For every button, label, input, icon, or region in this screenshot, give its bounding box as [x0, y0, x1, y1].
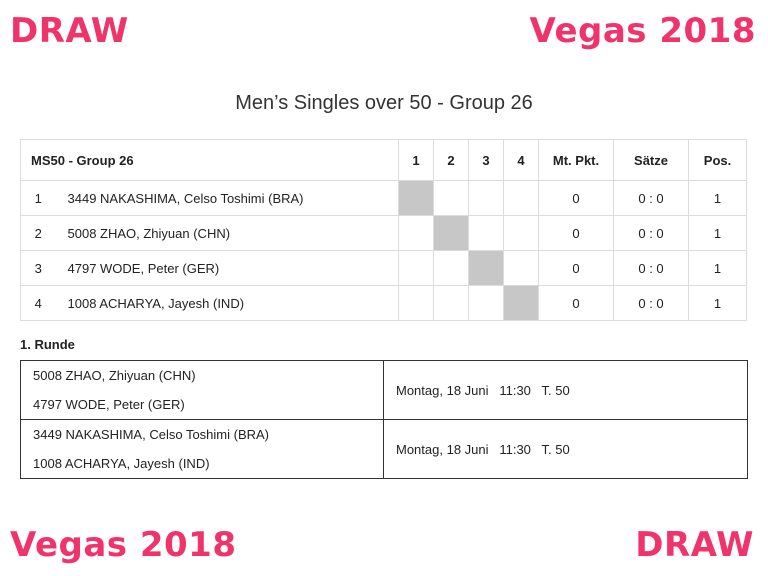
sets: 0 : 0 [613, 285, 690, 321]
col-header-1: 1 [398, 139, 435, 181]
points-header: Mt. Pkt. [538, 139, 615, 181]
match-players: 3449 NAKASHIMA, Celso Toshimi (BRA) 1008… [20, 419, 384, 479]
match-schedule-table: 5008 ZHAO, Zhiyuan (CHN) 4797 WODE, Pete… [20, 360, 748, 479]
col-header-4: 4 [503, 139, 540, 181]
match-players: 5008 ZHAO, Zhiyuan (CHN) 4797 WODE, Pete… [20, 360, 384, 420]
player-name: 1008 ACHARYA, Jayesh (IND) [55, 285, 400, 321]
match-schedule: Montag, 18 Juni 11:30 T. 50 [383, 419, 748, 479]
sets: 0 : 0 [613, 215, 690, 251]
player-name: 3449 NAKASHIMA, Celso Toshimi (BRA) [55, 180, 400, 216]
match-row: 3449 NAKASHIMA, Celso Toshimi (BRA) 1008… [20, 419, 748, 479]
col-header-3: 3 [468, 139, 505, 181]
result-cell [398, 250, 435, 286]
position: 1 [688, 215, 748, 251]
result-cell [398, 285, 435, 321]
table-row: 4 1008 ACHARYA, Jayesh (IND) 0 0 : 0 1 [20, 285, 748, 321]
result-cell [503, 180, 540, 216]
diagonal-cell [503, 285, 540, 321]
player-name: 5008 ZHAO, Zhiyuan (CHN) [55, 215, 400, 251]
sets: 0 : 0 [613, 250, 690, 286]
diagonal-cell [468, 250, 505, 286]
player-one: 3449 NAKASHIMA, Celso Toshimi (BRA) [33, 427, 270, 442]
sets: 0 : 0 [613, 180, 690, 216]
result-cell [468, 180, 505, 216]
row-index: 4 [20, 285, 56, 321]
result-cell [468, 215, 505, 251]
match-points: 0 [538, 180, 615, 216]
result-cell [398, 215, 435, 251]
row-index: 1 [20, 180, 56, 216]
match-points: 0 [538, 250, 615, 286]
round-heading: 1. Runde [20, 337, 75, 352]
player-two: 4797 WODE, Peter (GER) [33, 397, 185, 412]
position: 1 [688, 250, 748, 286]
player-one: 5008 ZHAO, Zhiyuan (CHN) [33, 368, 196, 383]
match-points: 0 [538, 285, 615, 321]
event-label-bottom: Vegas 2018 [10, 525, 237, 565]
result-cell [503, 215, 540, 251]
table-header-row: MS50 - Group 26 1 2 3 4 Mt. Pkt. Sätze P… [19, 139, 748, 181]
position: 1 [688, 285, 748, 321]
match-points: 0 [538, 215, 615, 251]
sets-header: Sätze [613, 139, 690, 181]
group-name-header: MS50 - Group 26 [19, 139, 400, 181]
draw-label-top: DRAW [10, 11, 129, 51]
player-two: 1008 ACHARYA, Jayesh (IND) [33, 456, 210, 471]
result-cell [433, 250, 470, 286]
table-row: 1 3449 NAKASHIMA, Celso Toshimi (BRA) 0 … [20, 180, 748, 216]
col-header-2: 2 [433, 139, 470, 181]
result-cell [468, 285, 505, 321]
event-label-top: Vegas 2018 [529, 11, 756, 51]
row-index: 3 [20, 250, 56, 286]
row-index: 2 [20, 215, 56, 251]
player-name: 4797 WODE, Peter (GER) [55, 250, 400, 286]
result-cell [433, 180, 470, 216]
position-header: Pos. [688, 139, 748, 181]
diagonal-cell [433, 215, 470, 251]
position: 1 [688, 180, 748, 216]
match-row: 5008 ZHAO, Zhiyuan (CHN) 4797 WODE, Pete… [20, 360, 748, 420]
result-cell [433, 285, 470, 321]
match-schedule: Montag, 18 Juni 11:30 T. 50 [383, 360, 748, 420]
table-row: 2 5008 ZHAO, Zhiyuan (CHN) 0 0 : 0 1 [20, 215, 748, 251]
diagonal-cell [398, 180, 435, 216]
group-standings-table: MS50 - Group 26 1 2 3 4 Mt. Pkt. Sätze P… [19, 139, 748, 321]
result-cell [503, 250, 540, 286]
draw-label-bottom: DRAW [635, 525, 754, 565]
page-title: Men’s Singles over 50 - Group 26 [235, 92, 533, 114]
table-row: 3 4797 WODE, Peter (GER) 0 0 : 0 1 [20, 250, 748, 286]
